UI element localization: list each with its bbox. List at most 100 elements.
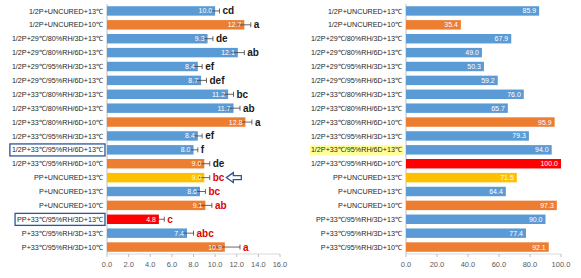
category-label: 1/2P+29℃/95%RH/6D+13℃ [311,76,402,85]
data-label: 85.9 [523,7,537,14]
category-label: 1/2P+29℃/95%RH/6D+13℃ [12,76,103,85]
x-tick [406,254,407,257]
category-label: P+33℃/95%RH/3D+10℃ [321,243,402,252]
category-label: 1/2P+UNCURED+10℃ [328,20,402,29]
error-cap [193,231,194,236]
category-label: 1/2P+33℃/80%RH/6D+13℃ [311,104,402,113]
x-tick-label: 0.0 [102,260,112,269]
category-label: 1/2P+33℃/95%RH/6D+10℃ [12,159,103,168]
bar [107,6,215,15]
data-label: 12.8 [229,119,243,126]
x-tick-label: 14.0 [251,260,266,269]
chart: 0.02.04.06.08.010.012.014.016.01/2P+UNCU… [10,4,287,269]
annotation: de [213,158,225,169]
category-label: 1/2P+33℃/80%RH/6D+13℃ [12,104,103,113]
data-label: 35.4 [444,21,458,28]
data-label: 8.0 [181,146,191,153]
error-cap [205,189,206,194]
category-label: 1/2P+29℃/95%RH/3D+13℃ [311,62,402,71]
bar [107,90,228,99]
data-label: 90.0 [529,216,543,223]
bar [107,103,234,112]
figure: 0.02.04.06.08.010.012.014.016.01/2P+UNCU… [0,0,581,278]
arrow [226,173,241,183]
error-cap [202,133,203,138]
data-label: 8.4 [185,63,195,70]
bar [107,201,205,210]
error-cap [212,36,213,41]
category-label: 1/2P+33℃/80%RH/6D+10℃ [311,118,402,127]
x-tick [128,254,129,257]
bar [406,159,561,168]
data-label: 49.0 [465,49,479,56]
category-label: 1/2P+33℃/95%RH/6D+10℃ [311,159,402,168]
category-label: P+33℃/95%RH/3D+13℃ [22,229,103,238]
x-tick [107,254,108,257]
data-label: 12.1 [221,49,235,56]
x-tick-label: 80.0 [523,260,538,269]
x-axis-line [406,254,561,255]
data-label: 97.3 [540,202,554,209]
data-label: 10.9 [208,244,222,251]
data-label: 10.0 [199,7,213,14]
highlight-box [15,213,105,225]
bar [406,187,506,196]
x-tick-label: 8.0 [188,260,198,269]
highlight-marker [310,145,403,155]
category-label: 1/2P+33℃/95%RH/3D+13℃ [12,132,103,141]
annotation: de [216,33,228,44]
x-tick [193,254,194,257]
x-tick-label: 12.0 [229,260,244,269]
x-tick [280,254,281,257]
annotation: ef [205,61,215,72]
x-tick-label: 6.0 [167,260,177,269]
data-label: 11.2 [212,91,225,98]
data-label: 71.5 [500,174,514,181]
data-label: 76.0 [507,91,521,98]
category-label: 1/2P+UNCURED+13℃ [328,7,402,16]
bar [107,76,201,85]
error-cap [251,120,252,125]
data-label: 100.0 [540,160,558,167]
data-label: 9.0 [192,174,202,181]
category-label: 1/2P+29℃/95%RH/3D+13℃ [12,62,103,71]
x-tick [150,254,151,257]
data-label: 12.7 [228,21,242,28]
annotation: c [167,214,173,225]
bar [406,215,546,224]
category-label: 1/2P+29℃/80%RH/6D+13℃ [311,48,402,57]
data-label: 11.7 [217,105,230,112]
data-label: 64.4 [489,188,503,195]
x-tick-label: 10.0 [208,260,223,269]
annotation: a [255,117,261,128]
data-label: 77.4 [509,230,523,237]
bar [107,48,238,57]
annotation: bc [213,172,225,183]
data-label: 9.1 [193,202,203,209]
bar [406,242,549,251]
bar [107,228,187,237]
error-cap [219,8,220,13]
error-cap [164,217,165,222]
error-cap [202,64,203,69]
category-label: P+UNCURED+10℃ [39,201,103,210]
category-label: 1/2P+29℃/80%RH/3D+13℃ [12,34,103,43]
bar [107,62,198,71]
category-label: P+UNCURED+13℃ [338,187,402,196]
data-label: 65.7 [491,105,505,112]
error-cap [211,203,212,208]
category-label: 1/2P+33℃/95%RH/6D+13℃ [12,145,103,154]
data-label: 8.6 [187,188,197,195]
annotation: bc [208,186,220,197]
data-label: 7.4 [174,230,184,237]
x-tick [499,254,500,257]
x-tick-label: 40.0 [461,260,476,269]
bar [406,131,529,140]
x-tick-label: 16.0 [273,260,288,269]
bar [107,187,200,196]
x-tick [530,254,531,257]
annotation: a [254,19,260,30]
chart: 0.020.040.060.080.0100.01/2P+UNCURED+13℃… [310,4,571,269]
category-label: 1/2P+33℃/80%RH/3D+13℃ [311,90,402,99]
annotation: bc [237,89,249,100]
